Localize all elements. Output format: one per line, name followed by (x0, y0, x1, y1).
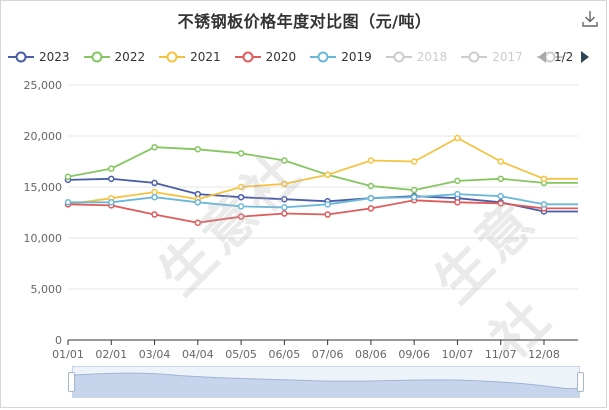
x-tick-label: 09/06 (398, 348, 430, 361)
y-tick-label: 0 (55, 334, 62, 347)
download-icon[interactable] (582, 10, 598, 28)
data-point-2021 (237, 183, 245, 191)
data-point-2020 (151, 211, 158, 218)
data-point-2022 (194, 146, 202, 153)
legend-label: 2021 (190, 50, 221, 64)
y-tick-label: 10,000 (24, 232, 63, 245)
data-point-2019 (108, 199, 115, 206)
legend-item-2018[interactable]: 2018 (385, 50, 448, 64)
chart-legend: 20232022202120202019201820172 (8, 48, 568, 66)
legend-marker-icon (234, 51, 261, 63)
data-point-2020 (281, 210, 288, 217)
y-tick-label: 5,000 (31, 283, 63, 296)
series-line-2022 (67, 146, 578, 191)
legend-marker-icon (385, 51, 412, 63)
legend-item-2019[interactable]: 2019 (310, 50, 372, 64)
data-point-2023 (194, 190, 202, 198)
x-tick-label: 10/07 (442, 348, 474, 361)
y-tick-label: 15,000 (24, 181, 63, 194)
chart-title: 不锈钢板价格年度对比图（元/吨） (177, 12, 432, 31)
data-zoom-slider[interactable] (72, 366, 580, 398)
legend-pagination: 1/2 (538, 48, 590, 66)
data-point-2020 (194, 219, 202, 226)
data-point-2022 (410, 186, 418, 194)
data-point-2019 (237, 203, 245, 210)
data-point-2022 (64, 173, 72, 181)
data-point-2021 (151, 188, 158, 196)
data-point-2019 (324, 201, 331, 208)
x-tick-label: 01/01 (52, 348, 84, 361)
data-point-2023 (108, 175, 115, 183)
data-point-2021 (540, 175, 548, 183)
legend-label: 2017 (492, 50, 523, 64)
y-tick-label: 25,000 (24, 79, 63, 92)
x-tick-label: 11/07 (485, 348, 517, 361)
data-point-2020 (454, 199, 461, 206)
data-point-2019 (64, 199, 72, 206)
y-tick-label: 20,000 (24, 130, 63, 143)
data-point-2019 (497, 192, 504, 200)
x-tick-label: 06/05 (269, 348, 301, 361)
data-point-2022 (237, 150, 245, 157)
legend-item-2020[interactable]: 2020 (234, 50, 297, 64)
legend-label: 2019 (341, 50, 372, 64)
legend-label: 2023 (39, 50, 70, 64)
x-tick-label: 12/08 (528, 348, 560, 361)
data-point-2022 (454, 177, 461, 185)
data-point-2019 (151, 193, 158, 201)
data-point-2019 (410, 193, 418, 201)
data-point-2019 (454, 190, 461, 198)
data-point-2021 (281, 180, 288, 188)
data-point-2020 (237, 213, 245, 220)
legend-item-2021[interactable]: 2021 (159, 50, 221, 64)
data-point-2022 (367, 182, 375, 190)
data-point-2020 (324, 211, 331, 218)
legend-item-2023[interactable]: 2023 (8, 50, 70, 64)
arrow-left-icon[interactable] (538, 51, 546, 63)
data-point-2021 (454, 134, 461, 142)
legend-item-2017[interactable]: 2017 (461, 50, 523, 64)
legend-page-indicator: 1/2 (554, 50, 574, 64)
data-point-2021 (324, 171, 331, 179)
legend-item-2022[interactable]: 2022 (83, 50, 146, 64)
x-tick-label: 03/04 (139, 348, 171, 361)
legend-label: 2018 (416, 50, 448, 64)
x-tick-label: 08/06 (355, 348, 387, 361)
legend-marker-icon (159, 51, 186, 63)
data-point-2022 (281, 157, 288, 164)
legend-marker-icon (83, 51, 110, 63)
x-tick-label: 05/05 (225, 348, 257, 361)
data-point-2023 (237, 193, 245, 201)
data-point-2020 (367, 205, 375, 212)
legend-marker-icon (461, 51, 488, 63)
data-point-2023 (281, 195, 288, 203)
slider-preview (73, 372, 579, 397)
legend-marker-icon (310, 51, 337, 63)
slider-handle-left[interactable] (68, 372, 75, 392)
data-point-2021 (367, 157, 375, 164)
data-point-2021 (410, 158, 418, 165)
x-tick-label: 02/01 (95, 348, 127, 361)
legend-label: 2020 (265, 50, 297, 64)
data-point-2020 (497, 200, 504, 207)
data-point-2019 (540, 201, 548, 208)
x-tick-label: 07/06 (312, 348, 344, 361)
arrow-right-icon[interactable] (581, 51, 590, 63)
data-point-2022 (108, 165, 115, 172)
data-point-2019 (367, 194, 375, 202)
legend-marker-icon (8, 51, 34, 63)
data-point-2022 (497, 175, 504, 183)
data-point-2019 (194, 199, 202, 206)
data-point-2019 (281, 204, 288, 211)
legend-label: 2022 (114, 50, 146, 64)
data-point-2021 (497, 158, 504, 165)
slider-handle-right[interactable] (577, 372, 584, 392)
data-point-2023 (151, 179, 158, 187)
x-tick-label: 04/04 (182, 348, 214, 361)
data-point-2022 (151, 143, 158, 151)
